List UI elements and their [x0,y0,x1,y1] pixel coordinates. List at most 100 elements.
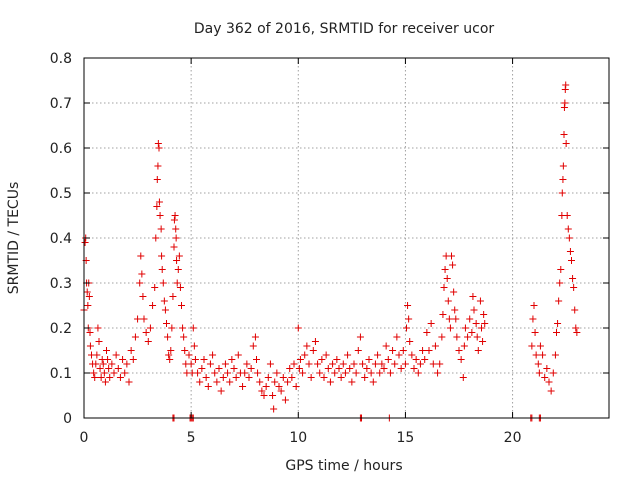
data-point [108,360,116,368]
data-point [153,176,161,183]
data-point [316,369,324,377]
data-point [543,365,551,372]
data-point [464,333,472,341]
data-point [164,333,172,341]
data-point [279,374,287,381]
y-tick-label: 0.8 [50,51,72,67]
data-point [563,212,571,219]
data-point [367,369,375,377]
data-point [104,356,112,363]
data-point [429,360,437,368]
data-point [305,360,313,368]
data-point [146,324,154,332]
data-point [106,374,114,381]
x-tick-label: 10 [289,430,307,446]
data-point [476,297,484,305]
data-point [564,225,572,233]
data-point [395,351,403,359]
data-point [152,234,160,242]
data-point [571,306,579,314]
data-point [142,329,150,336]
data-point [481,320,489,327]
data-point [110,369,118,377]
data-point [163,320,170,327]
grid [84,58,609,418]
data-point [530,302,538,309]
data-point [157,225,165,233]
data-point [361,374,369,381]
data-point [535,369,543,377]
data-point [294,324,302,332]
data-point [158,266,166,273]
data-point [569,275,577,282]
data-point [331,369,339,377]
data-point [378,360,386,368]
data-point [92,360,100,368]
data-point [380,365,388,372]
data-points [80,81,581,422]
data-point [350,360,358,368]
data-point [170,243,178,251]
data-point [472,320,480,327]
data-point [573,329,581,336]
data-point [196,378,204,386]
x-tick-label: 5 [187,430,196,446]
y-tick-label: 0.6 [50,141,72,157]
data-point [249,342,257,350]
data-point [96,365,104,372]
data-point [399,347,407,354]
data-point [322,351,330,359]
data-point [344,351,352,359]
data-point [281,396,289,404]
data-point [180,333,188,341]
chart-title: Day 362 of 2016, SRMTID for receiver uco… [194,21,495,37]
data-point [299,369,307,377]
data-point [363,365,371,372]
data-point [408,351,416,359]
data-point [473,333,481,341]
data-point [339,360,347,368]
data-point [469,293,477,300]
data-point [474,347,482,354]
data-point [448,252,455,260]
data-point [154,162,162,170]
data-point [443,275,451,282]
data-point [553,329,560,336]
data-point [547,387,555,395]
data-point [217,387,225,395]
data-point [103,347,110,354]
data-point [337,374,345,381]
data-point [452,315,460,323]
data-point [254,369,262,377]
data-point [172,234,180,242]
data-point [554,320,562,327]
data-point [555,297,563,305]
data-point [559,176,567,183]
data-point [260,392,268,399]
data-point [175,252,183,260]
data-point [172,225,180,233]
data-point [160,297,168,305]
data-point [105,365,113,372]
data-point [209,351,217,359]
data-point [354,347,362,354]
data-point [112,351,120,359]
y-tick-label: 0.1 [50,366,72,382]
data-point [90,369,98,377]
data-point [549,369,557,377]
data-point [440,284,448,291]
data-point [155,144,163,152]
data-point [444,297,452,305]
data-point [239,383,247,390]
data-point [446,324,454,332]
data-point [423,329,431,336]
data-point [534,360,542,368]
data-point [460,342,468,350]
data-point [131,333,139,341]
data-point [168,324,176,332]
data-point [206,360,214,368]
data-point [303,342,311,350]
y-tick-label: 0.3 [50,276,72,292]
data-point [421,356,429,363]
x-tick-label: 15 [397,430,415,446]
